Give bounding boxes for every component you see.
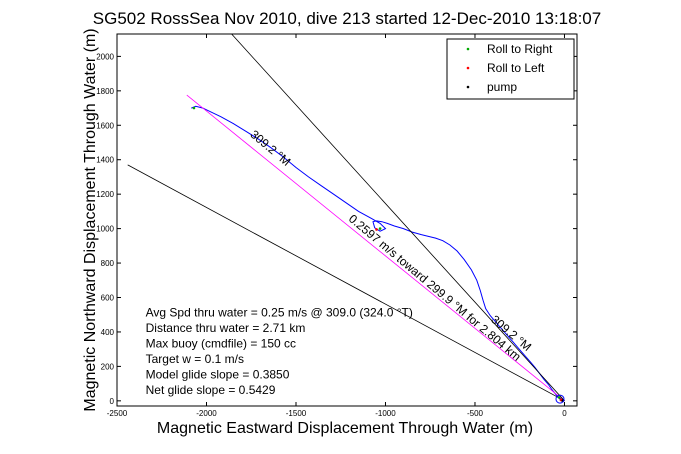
annotation: Net glide slope = 0.5429 (146, 383, 276, 397)
axis-ticks: -2500 -2000 -1500 -1000 -500 0 0 200 400 600 800 10… (96, 34, 577, 418)
y-tick-label: 1200 (96, 190, 114, 199)
chart-title: SG502 RossSea Nov 2010, dive 213 started… (93, 9, 601, 28)
y-tick-label: 1000 (96, 225, 114, 234)
y-tick-label: 2000 (96, 52, 114, 61)
legend-label: Roll to Left (487, 61, 545, 75)
x-tick-label: 0 (562, 409, 567, 418)
x-axis-label: Magnetic Eastward Displacement Through W… (157, 420, 533, 437)
legend-label: pump (487, 80, 517, 94)
series-reference-line (231, 34, 565, 402)
legend-marker (466, 47, 470, 51)
annotation: Target w = 0.1 m/s (146, 352, 244, 366)
x-tick-label: -2500 (107, 409, 128, 418)
y-tick-label: 1400 (96, 156, 114, 165)
legend-marker (466, 66, 470, 70)
marker-roll-right (557, 396, 561, 399)
annotation: Avg Spd thru water = 0.25 m/s @ 309.0 (3… (146, 305, 413, 319)
legend-label: Roll to Right (487, 42, 553, 56)
marker-roll-right (192, 106, 196, 110)
y-tick-label: 200 (101, 362, 115, 371)
series-dive-direction (186, 94, 565, 402)
marker-roll-left (375, 228, 378, 231)
x-tick-label: -1000 (375, 409, 396, 418)
x-tick-label: -500 (467, 409, 484, 418)
y-tick-label: 0 (110, 397, 115, 406)
y-axis-label: Magnetic Northward Displacement Through … (82, 28, 99, 411)
x-tick-label: -1500 (286, 409, 307, 418)
x-tick-label: -2000 (196, 409, 217, 418)
legend-marker (466, 85, 470, 89)
y-tick-label: 400 (101, 328, 115, 337)
plot-lines (127, 34, 565, 402)
y-tick-label: 1600 (96, 121, 114, 130)
y-tick-label: 1800 (96, 87, 114, 96)
series-reference-line (127, 164, 565, 402)
annotation: Model glide slope = 0.3850 (146, 367, 290, 381)
plot-markers (192, 106, 565, 404)
marker-roll-right (378, 227, 382, 230)
annotation: Distance thru water = 2.71 km (146, 321, 306, 335)
plot-frame (116, 33, 578, 407)
series-track (191, 105, 565, 402)
y-tick-label: 800 (101, 259, 115, 268)
dive-start-marker (555, 394, 565, 404)
annotation: Max buoy (cmdfile) = 150 cc (146, 336, 296, 350)
legend: Roll to Right Roll to Left pump (446, 38, 575, 100)
y-tick-label: 600 (101, 294, 115, 303)
